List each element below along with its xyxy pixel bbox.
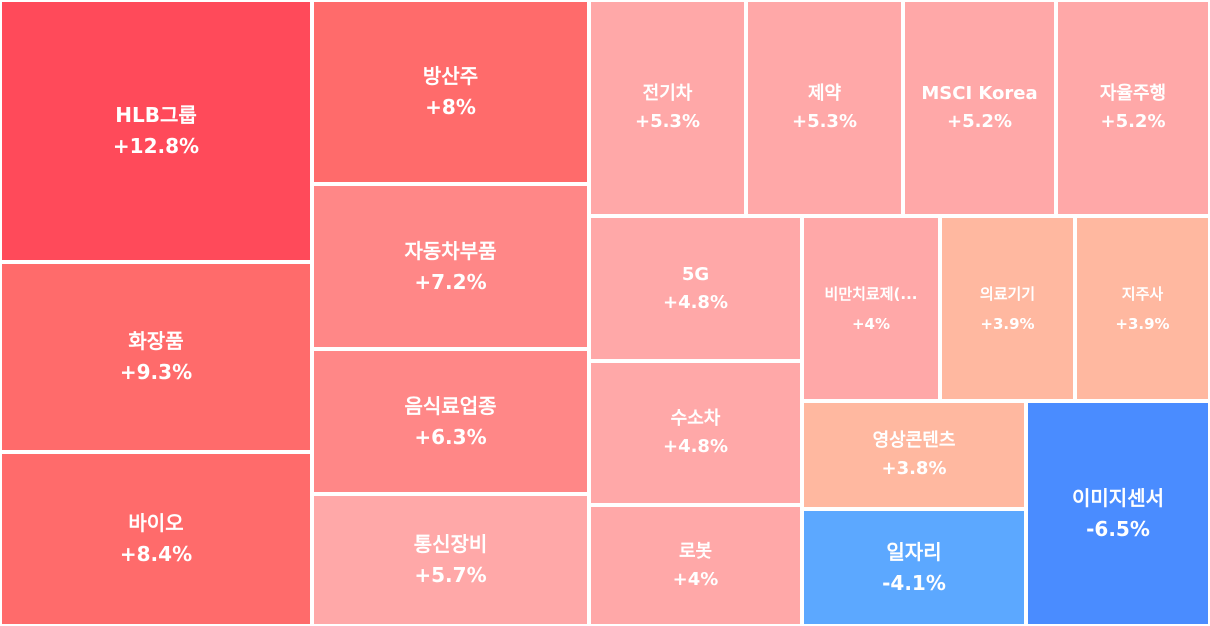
tile-change-value: +4% bbox=[851, 314, 891, 333]
treemap-tile[interactable]: HLB그룹 +12.8% bbox=[0, 0, 312, 262]
treemap-tile[interactable]: 음식료업종 +6.3% bbox=[312, 349, 589, 494]
tile-change-value: +5.2% bbox=[946, 111, 1012, 132]
tile-change-value: +4.8% bbox=[662, 291, 728, 313]
tile-change-value: +8.4% bbox=[119, 542, 193, 566]
tile-change-value: +4% bbox=[672, 568, 719, 590]
treemap-tile[interactable]: MSCI Korea +5.2% bbox=[903, 0, 1056, 216]
treemap-tile[interactable]: 5G +4.8% bbox=[589, 216, 802, 361]
tile-label: 전기차 bbox=[642, 83, 693, 105]
tile-change-value: +3.8% bbox=[881, 458, 947, 479]
tile-label: 이미지센서 bbox=[1072, 485, 1164, 510]
tile-label: MSCI Korea bbox=[921, 83, 1038, 105]
tile-label: 영상콘텐츠 bbox=[872, 430, 956, 452]
tile-label: 바이오 bbox=[128, 511, 184, 535]
tile-label: 방산주 bbox=[422, 64, 479, 88]
tile-change-value: +3.9% bbox=[1115, 314, 1170, 333]
tile-change-value: +5.7% bbox=[414, 563, 487, 587]
treemap-tile[interactable]: 자율주행 +5.2% bbox=[1056, 0, 1210, 216]
treemap-tile[interactable]: 지주사 +3.9% bbox=[1075, 216, 1210, 401]
treemap-tile[interactable]: 자동차부품 +7.2% bbox=[312, 184, 589, 349]
tile-label: 로봇 bbox=[678, 540, 713, 562]
treemap-tile[interactable]: 통신장비 +5.7% bbox=[312, 494, 589, 626]
treemap-tile[interactable]: 이미지센서 -6.5% bbox=[1026, 401, 1210, 626]
tile-change-value: +5.2% bbox=[1100, 111, 1166, 132]
tile-change-value: +5.3% bbox=[634, 111, 700, 132]
tile-label: 일자리 bbox=[886, 539, 942, 564]
tile-label: 화장품 bbox=[128, 329, 184, 353]
treemap-tile[interactable]: 의료기기 +3.9% bbox=[940, 216, 1075, 401]
tile-label: 수소차 bbox=[670, 408, 721, 430]
tile-change-value: +9.3% bbox=[119, 360, 193, 384]
tile-change-value: +4.8% bbox=[662, 436, 728, 457]
treemap-tile[interactable]: 영상콘텐츠 +3.8% bbox=[802, 401, 1026, 509]
tile-change-value: +5.3% bbox=[791, 111, 857, 132]
tile-change-value: +6.3% bbox=[414, 424, 487, 449]
treemap-tile[interactable]: 제약 +5.3% bbox=[746, 0, 903, 216]
tile-change-value: +12.8% bbox=[112, 134, 200, 158]
treemap-tile[interactable]: 로봇 +4% bbox=[589, 505, 802, 626]
tile-change-value: -6.5% bbox=[1086, 516, 1150, 541]
tile-label: 통신장비 bbox=[413, 532, 488, 556]
treemap-tile[interactable]: 전기차 +5.3% bbox=[589, 0, 746, 216]
tile-label: 비만치료제(... bbox=[824, 284, 918, 303]
tile-change-value: -4.1% bbox=[882, 570, 946, 595]
tile-label: 음식료업종 bbox=[404, 393, 497, 418]
tile-change-value: +3.9% bbox=[980, 314, 1035, 333]
tile-label: 자동차부품 bbox=[404, 238, 497, 263]
treemap-tile[interactable]: 방산주 +8% bbox=[312, 0, 589, 184]
tile-change-value: +8% bbox=[425, 95, 476, 119]
tile-change-value: +7.2% bbox=[414, 269, 487, 294]
tile-label: 자율주행 bbox=[1099, 83, 1167, 105]
tile-label: 의료기기 bbox=[979, 284, 1036, 303]
treemap-tile[interactable]: 바이오 +8.4% bbox=[0, 452, 312, 626]
tile-label: 5G bbox=[681, 263, 710, 285]
treemap-tile[interactable]: 비만치료제(... +4% bbox=[802, 216, 940, 401]
treemap-tile[interactable]: 화장품 +9.3% bbox=[0, 262, 312, 452]
tile-label: 제약 bbox=[807, 83, 842, 105]
tile-label: 지주사 bbox=[1121, 284, 1164, 303]
treemap-tile[interactable]: 일자리 -4.1% bbox=[802, 509, 1026, 626]
tile-label: HLB그룹 bbox=[115, 103, 197, 127]
treemap-tile[interactable]: 수소차 +4.8% bbox=[589, 361, 802, 505]
